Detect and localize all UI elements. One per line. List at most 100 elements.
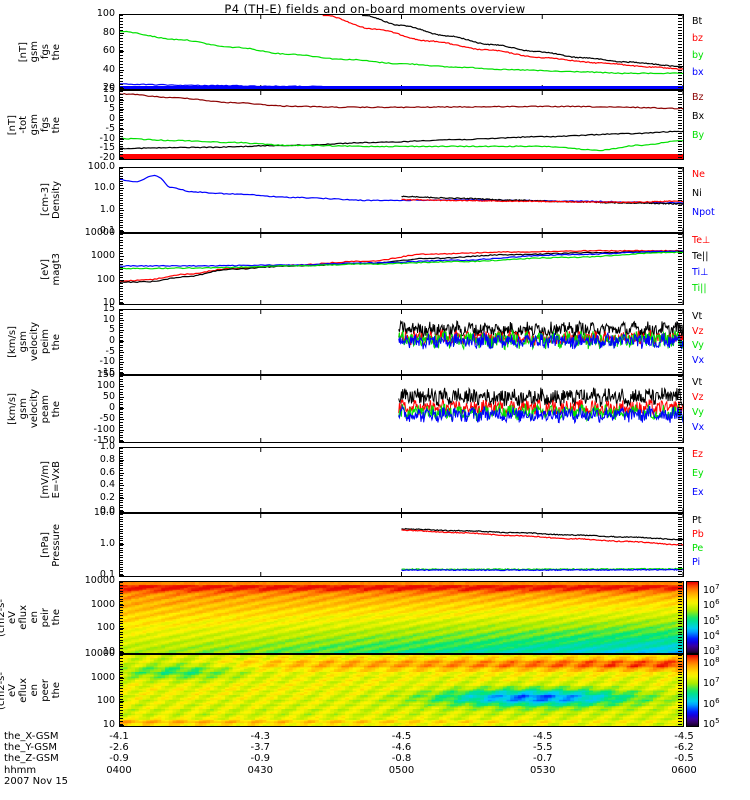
- legend-item-Ti[interactable]: Ti||: [692, 283, 707, 294]
- xaxis-tick-z_gsm: -0.5: [674, 753, 694, 765]
- ytick-minor: [678, 312, 682, 314]
- ytick-minor: [119, 658, 123, 660]
- ytick-minor: [119, 258, 123, 260]
- ytick-minor: [678, 195, 682, 197]
- ytick-minor: [678, 96, 682, 98]
- legend-item-Vt[interactable]: Vt: [692, 377, 703, 388]
- ytick-minor: [119, 585, 123, 587]
- ytick-minor: [119, 224, 123, 226]
- ytick-minor: [119, 718, 123, 720]
- legend-item-bz[interactable]: bz: [692, 33, 704, 44]
- legend-item-Ni[interactable]: Ni: [692, 188, 702, 199]
- legend-item-By[interactable]: By: [692, 130, 705, 141]
- ytick-minor: [119, 645, 123, 647]
- colorbar-tick: 103: [703, 644, 720, 658]
- ytick-minor: [119, 460, 123, 462]
- xaxis-tick-y_gsm: -3.7: [250, 742, 270, 754]
- legend-item-Vy[interactable]: Vy: [692, 340, 704, 351]
- legend-item-Bt[interactable]: Bt: [692, 16, 703, 27]
- ytick-minor: [678, 523, 682, 525]
- ytick-minor: [678, 38, 682, 40]
- legend-item-Vt[interactable]: Vt: [692, 311, 703, 322]
- ytick-label: 150: [96, 369, 115, 380]
- ylabel-word: gsm: [29, 41, 40, 63]
- ytick-minor: [119, 507, 123, 509]
- ytick-minor: [678, 427, 682, 429]
- legend-item-Ex[interactable]: Ex: [692, 487, 704, 498]
- legend-item-Ne[interactable]: Ne: [692, 169, 705, 180]
- legend-item-Ez[interactable]: Ez: [692, 449, 703, 460]
- ytick-minor: [678, 593, 682, 595]
- ytick-minor: [119, 322, 123, 324]
- ytick-minor: [119, 617, 123, 619]
- ytick-minor: [678, 606, 682, 608]
- legend-item-Vy[interactable]: Vy: [692, 407, 704, 418]
- ytick-mark: [119, 233, 124, 234]
- legend-item-Bz[interactable]: Bz: [692, 92, 704, 103]
- ytick-label: 80: [102, 26, 115, 38]
- ylabel-word: (cm2-s-: [0, 671, 7, 710]
- ytick-label: -20: [99, 152, 115, 163]
- legend-item-bx[interactable]: bx: [692, 67, 704, 78]
- ytick-minor: [119, 127, 123, 129]
- ytick-minor: [119, 650, 123, 652]
- ytick-minor: [678, 712, 682, 714]
- ytick-minor: [678, 369, 682, 371]
- ylabel-word: peir: [40, 607, 51, 628]
- ytick-minor: [678, 690, 682, 692]
- legend-item-Vz[interactable]: Vz: [692, 325, 704, 337]
- ytick-minor: [119, 634, 123, 636]
- ytick-minor: [119, 339, 123, 341]
- legend-item-Pb[interactable]: Pb: [692, 529, 704, 540]
- ytick-mark: [119, 441, 124, 442]
- ytick-minor: [678, 342, 682, 344]
- ytick-label: 50: [102, 391, 115, 402]
- ytick-minor: [678, 298, 682, 300]
- legend-item-Te[interactable]: Te⊥: [692, 235, 711, 246]
- ytick-minor: [119, 394, 123, 396]
- legend-item-Te[interactable]: Te||: [692, 251, 709, 262]
- ytick-minor: [119, 598, 123, 600]
- legend-item-Vz[interactable]: Vz: [692, 392, 704, 403]
- legend-item-by[interactable]: by: [692, 50, 704, 61]
- xaxis-tick-y_gsm: -4.6: [391, 742, 412, 754]
- ytick-minor: [119, 202, 123, 204]
- ytick-minor: [119, 437, 123, 439]
- ytick-minor: [119, 133, 123, 135]
- ytick-minor: [119, 499, 123, 501]
- ytick-minor: [678, 399, 682, 401]
- ytick-minor: [119, 573, 123, 575]
- legend-item-Pe[interactable]: Pe: [692, 543, 704, 554]
- ytick-minor: [678, 352, 682, 354]
- ytick-minor: [119, 582, 123, 584]
- ytick-minor: [678, 620, 682, 622]
- legend-item-Vx[interactable]: Vx: [692, 422, 705, 433]
- ytick-mark: [119, 544, 124, 545]
- xaxis-tick-time: 0430: [247, 764, 273, 776]
- legend-item-Ey[interactable]: Ey: [692, 468, 704, 479]
- ytick-minor: [678, 414, 682, 416]
- ytick-minor: [678, 424, 682, 426]
- legend-item-Vx[interactable]: Vx: [692, 354, 705, 366]
- ylabel-word: [nT]: [18, 41, 29, 63]
- ytick-minor: [119, 526, 123, 528]
- ytick-minor: [119, 23, 123, 25]
- ytick-mark: [119, 408, 124, 409]
- ytick-minor: [119, 285, 123, 287]
- ytick-minor: [119, 280, 123, 282]
- ytick-label: 1.0: [99, 203, 115, 215]
- legend-item-Ti[interactable]: Ti⊥: [692, 267, 709, 278]
- ylabel-word: en: [29, 684, 40, 697]
- ytick-label: 40: [102, 63, 115, 75]
- legend-item-Bx[interactable]: Bx: [692, 111, 705, 122]
- ytick-label: 10000: [84, 227, 115, 238]
- legend-item-Pi[interactable]: Pi: [692, 557, 701, 568]
- ytick-minor: [678, 344, 682, 346]
- ytick-minor: [678, 122, 682, 124]
- ylabel-word: the: [51, 682, 62, 699]
- ytick-minor: [678, 386, 682, 388]
- legend-item-Pt[interactable]: Pt: [692, 515, 702, 526]
- ytick-minor: [119, 26, 123, 28]
- ytick-minor: [119, 312, 123, 314]
- legend-item-Npot[interactable]: Npot: [692, 207, 715, 218]
